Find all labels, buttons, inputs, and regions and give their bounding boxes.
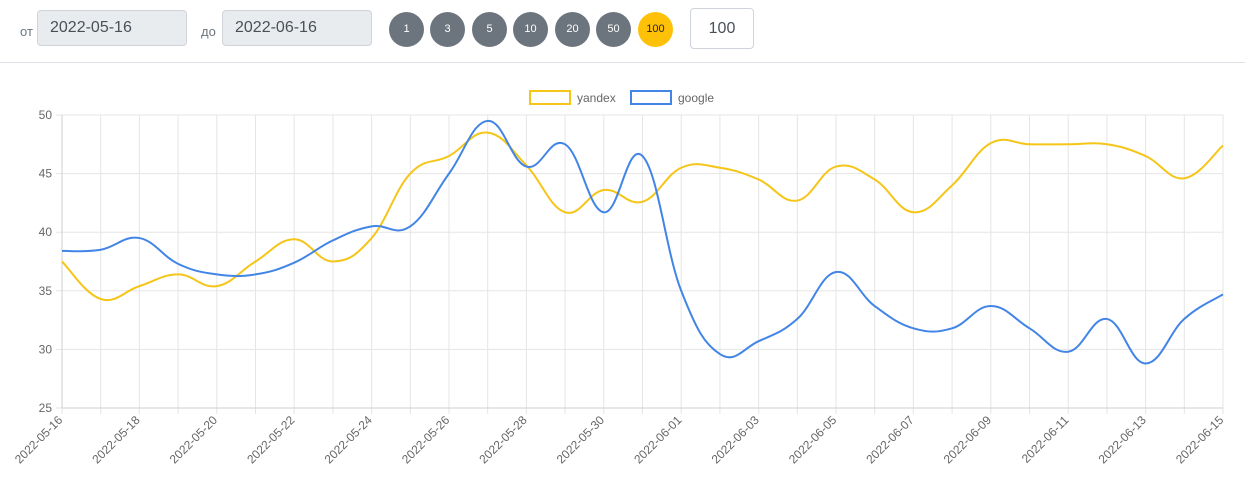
- x-tick-label: 2022-06-11: [1019, 413, 1072, 466]
- x-tick-label: 2022-05-22: [244, 413, 298, 467]
- x-tick-label: 2022-06-13: [1096, 413, 1150, 467]
- from-date-input[interactable]: 2022-05-16: [37, 10, 187, 46]
- x-tick-label: 2022-06-15: [1173, 413, 1227, 467]
- x-tick-label: 2022-05-28: [476, 413, 530, 467]
- y-tick-label: 35: [39, 284, 53, 298]
- preset-button-10[interactable]: 10: [513, 12, 548, 47]
- series-line-yandex: [61, 131, 1224, 302]
- legend-label-google: google: [678, 91, 714, 105]
- from-label: от: [20, 24, 33, 39]
- y-tick-label: 40: [39, 225, 53, 239]
- to-date-input[interactable]: 2022-06-16: [222, 10, 372, 46]
- date-filter-toolbar: от 2022-05-16 до 2022-06-16 1 3 5 10 20 …: [0, 0, 1245, 63]
- preset-button-5[interactable]: 5: [472, 12, 507, 47]
- preset-button-50[interactable]: 50: [596, 12, 631, 47]
- x-tick-label: 2022-06-01: [631, 413, 685, 467]
- series-line-google: [61, 119, 1224, 365]
- line-chart: 25 30 35 40 45 50 2022-05-16 2022-05-18 2022-05-…: [12, 90, 1227, 467]
- x-tick-label: 2022-05-26: [399, 413, 453, 467]
- legend-label-yandex: yandex: [577, 91, 616, 105]
- y-tick-label: 25: [39, 401, 53, 415]
- x-tick-label: 2022-05-20: [167, 413, 221, 467]
- preset-button-1[interactable]: 1: [389, 12, 424, 47]
- preset-button-100[interactable]: 100: [638, 12, 673, 47]
- x-tick-label: 2022-06-07: [863, 413, 917, 467]
- x-tick-label: 2022-06-05: [786, 413, 840, 467]
- y-tick-label: 50: [39, 108, 53, 122]
- x-tick-label: 2022-05-18: [89, 413, 143, 467]
- to-label: до: [201, 24, 216, 39]
- y-tick-label: 45: [39, 167, 53, 181]
- x-tick-label: 2022-05-30: [554, 413, 608, 467]
- count-input[interactable]: 100: [690, 8, 754, 49]
- legend-swatch-yandex: [529, 90, 571, 105]
- x-tick-label: 2022-06-03: [709, 413, 763, 467]
- preset-button-20[interactable]: 20: [555, 12, 590, 47]
- legend-swatch-google: [630, 90, 672, 105]
- x-tick-label: 2022-06-09: [941, 413, 995, 467]
- preset-button-3[interactable]: 3: [430, 12, 465, 47]
- x-tick-label: 2022-05-24: [322, 413, 376, 467]
- x-tick-label: 2022-05-16: [12, 413, 66, 467]
- y-tick-label: 30: [39, 342, 53, 356]
